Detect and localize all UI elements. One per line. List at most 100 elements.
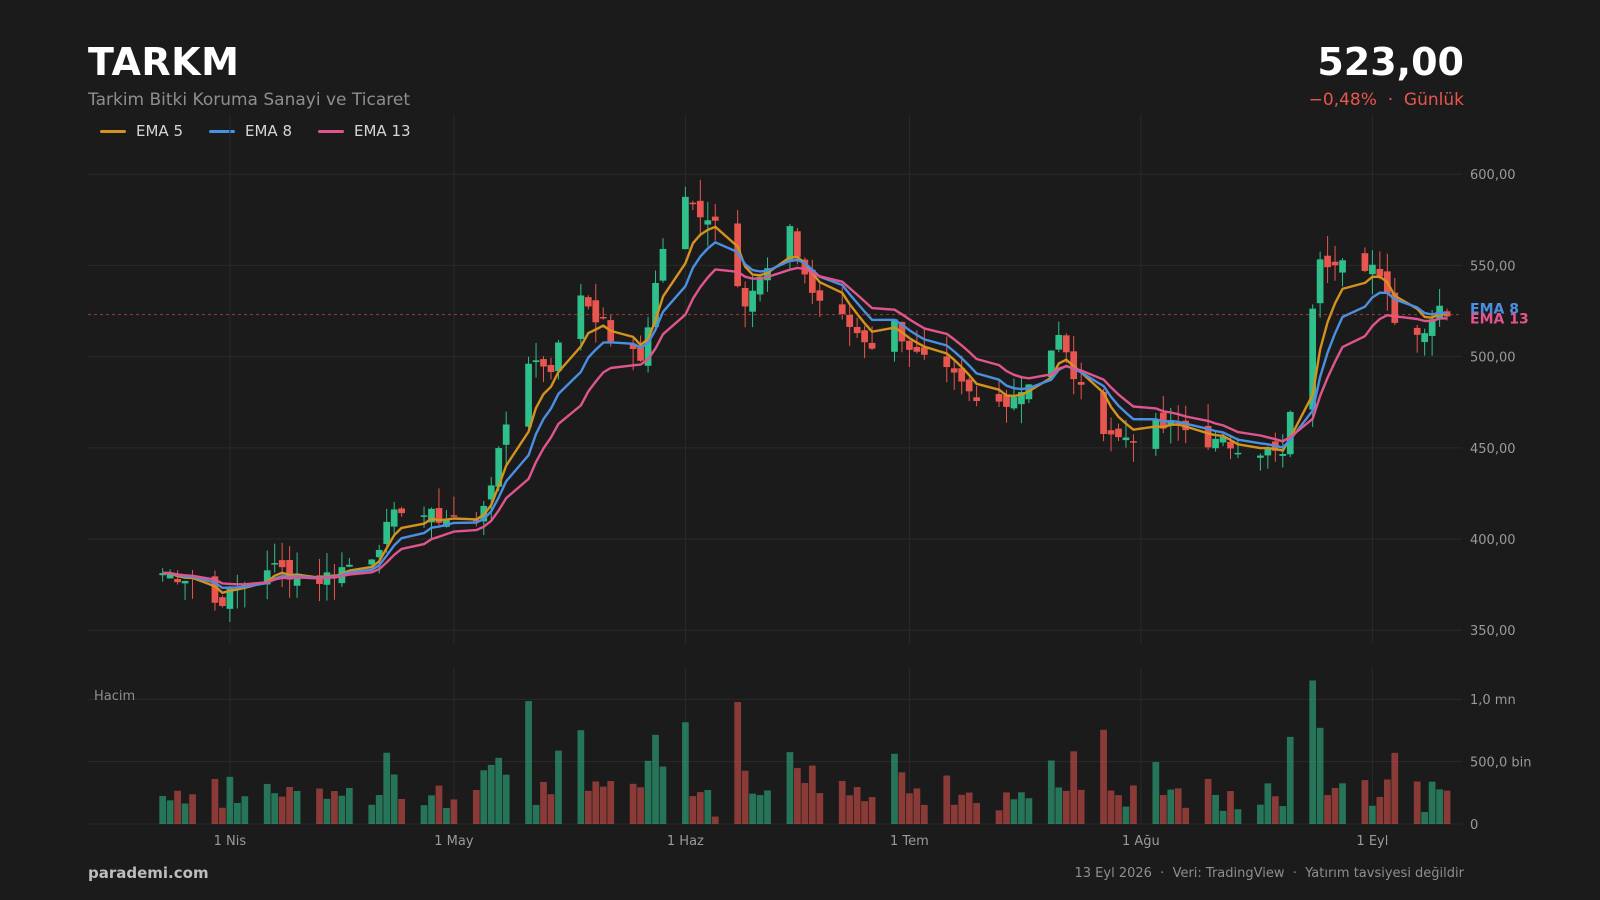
volume-bar — [637, 787, 644, 824]
volume-bar — [338, 795, 346, 824]
candle-body — [913, 346, 921, 352]
volume-bar — [233, 802, 241, 824]
volume-bar — [1047, 760, 1055, 824]
candle-body — [1369, 264, 1376, 275]
volume-bar — [480, 770, 488, 824]
legend-ema8: EMA 8 — [209, 122, 292, 140]
date-tick-label: 1 Tem — [890, 834, 929, 849]
candle-body — [749, 290, 756, 312]
volume-bar — [1443, 790, 1451, 824]
candle-body — [995, 394, 1003, 402]
volume-bar — [495, 757, 503, 824]
date-tick-label: 1 May — [434, 834, 474, 849]
volume-bar — [659, 766, 667, 824]
candle-body — [734, 223, 742, 287]
volume-bar — [861, 801, 868, 824]
volume-bar — [1219, 810, 1227, 824]
candle-body — [1010, 397, 1018, 409]
candle-body — [786, 226, 794, 262]
volume-bar — [241, 796, 249, 824]
volume-bar — [1152, 762, 1160, 824]
candle-body — [1003, 395, 1010, 407]
candle-body — [495, 448, 503, 487]
candle-body — [375, 549, 383, 558]
ema5-swatch — [100, 129, 126, 133]
candle-body — [502, 424, 510, 445]
volume-bar — [682, 722, 689, 824]
volume-bar — [1391, 752, 1399, 824]
volume-bar — [263, 783, 271, 824]
volume-bar — [734, 702, 742, 824]
volume-bar — [898, 772, 906, 824]
candle-body — [420, 515, 428, 517]
volume-bar — [711, 816, 719, 824]
candle-body — [1339, 260, 1346, 273]
candle-body — [853, 327, 861, 334]
volume-bar — [958, 794, 966, 824]
volume-bar — [1383, 779, 1391, 824]
ema8-tag: EMA 8 — [1470, 302, 1519, 318]
candle-body — [443, 518, 450, 527]
candle-body — [704, 220, 712, 225]
volume-bar — [1130, 785, 1137, 824]
candle-body — [293, 573, 301, 586]
volume-bar — [965, 792, 973, 824]
volume-bar — [1376, 796, 1384, 824]
volume-bar — [1428, 781, 1436, 824]
candlesticks — [159, 179, 1451, 622]
volume-bar — [599, 786, 607, 824]
volume-bar — [808, 765, 816, 824]
candle-body — [1234, 452, 1242, 455]
volume-bar — [1182, 807, 1190, 824]
volume-bar — [293, 791, 301, 824]
volume-bar — [420, 805, 428, 824]
brand-logo[interactable]: parademi.com — [88, 864, 209, 882]
candle-body — [1212, 438, 1219, 449]
volume-bar — [1361, 780, 1369, 824]
volume-bar — [398, 798, 405, 824]
volume-bar — [1010, 799, 1018, 824]
chart-legend: EMA 5 EMA 8 EMA 13 — [100, 122, 411, 140]
candle-body — [532, 360, 540, 363]
candle-body — [689, 202, 697, 205]
candle-body — [1100, 391, 1107, 435]
volume-bar — [286, 786, 293, 824]
volume-bar — [794, 768, 801, 824]
candle-body — [278, 560, 286, 568]
candle-body — [629, 343, 637, 349]
candle-body — [1152, 419, 1160, 449]
volume-bar — [756, 795, 764, 824]
volume-bar — [189, 794, 196, 824]
candle-body — [428, 508, 435, 523]
candle-body — [1286, 411, 1294, 455]
price-tick-label: 400,00 — [1470, 533, 1516, 548]
candle-body — [801, 259, 809, 275]
volume-bar — [764, 790, 771, 824]
volume-bar — [652, 734, 659, 824]
candle-body — [764, 268, 771, 281]
candle-body — [219, 597, 226, 606]
volume-bar — [1107, 790, 1115, 824]
volume-bar — [390, 774, 398, 824]
volume-bar — [181, 803, 189, 824]
volume-bar — [786, 752, 794, 824]
candle-body — [181, 580, 189, 584]
volume-bar — [226, 776, 234, 824]
volume-bar — [331, 791, 338, 824]
volume-bar — [913, 788, 921, 824]
volume-bar — [1227, 791, 1234, 824]
candle-body — [808, 269, 816, 293]
candle-body — [1062, 335, 1070, 353]
candle-body — [696, 200, 704, 218]
candle-body — [211, 576, 219, 603]
volume-bar — [920, 804, 928, 824]
daily-change: −0,48% · Günlük — [1308, 90, 1464, 110]
volume-bar — [383, 752, 391, 824]
volume-bar — [644, 760, 652, 824]
volume-bar — [584, 790, 592, 824]
candle-body — [1107, 430, 1115, 435]
candle-body — [577, 295, 585, 339]
candle-body — [958, 368, 966, 382]
candle-body — [487, 485, 495, 500]
